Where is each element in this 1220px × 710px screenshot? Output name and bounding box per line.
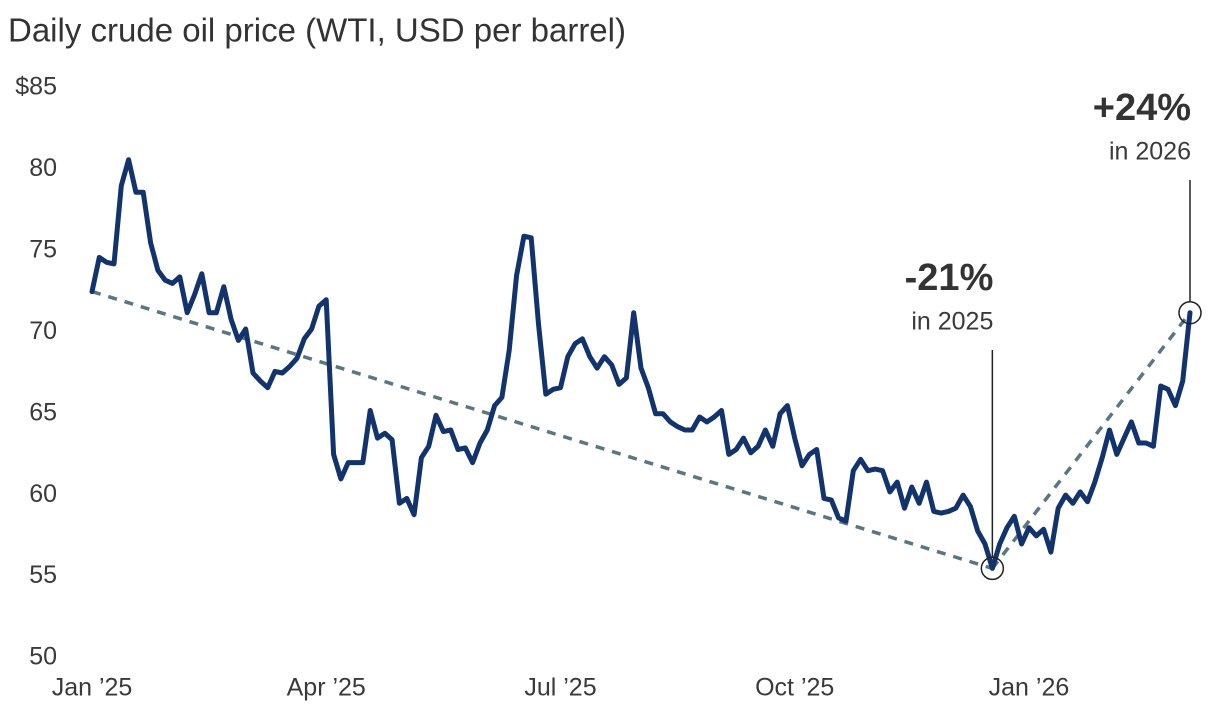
trend-line: [990, 311, 1192, 570]
x-tick-label: Apr ’25: [287, 674, 366, 702]
y-tick-label: 70: [29, 317, 57, 345]
annotation-sublabel: in 2026: [1109, 138, 1191, 166]
annotation-label: -21%: [905, 257, 994, 299]
y-tick-label: 75: [29, 235, 57, 263]
y-tick-label: 55: [29, 561, 57, 589]
y-tick-label: $85: [15, 73, 57, 101]
price-line: [89, 157, 1193, 571]
x-tick-label: Jan ’25: [52, 674, 133, 702]
x-tick-label: Jan ’26: [989, 674, 1070, 702]
annotation-label: +24%: [1093, 87, 1191, 129]
x-tick-label: Jul ’25: [524, 674, 596, 702]
x-tick-label: Oct ’25: [755, 674, 834, 702]
annotation-sublabel: in 2025: [911, 308, 993, 336]
y-tick-label: 60: [29, 480, 57, 508]
chart-title: Daily crude oil price (WTI, USD per barr…: [8, 12, 626, 49]
trend-line: [91, 289, 993, 571]
y-tick-label: 65: [29, 398, 57, 426]
y-tick-label: 50: [29, 643, 57, 671]
y-tick-label: 80: [29, 154, 57, 182]
